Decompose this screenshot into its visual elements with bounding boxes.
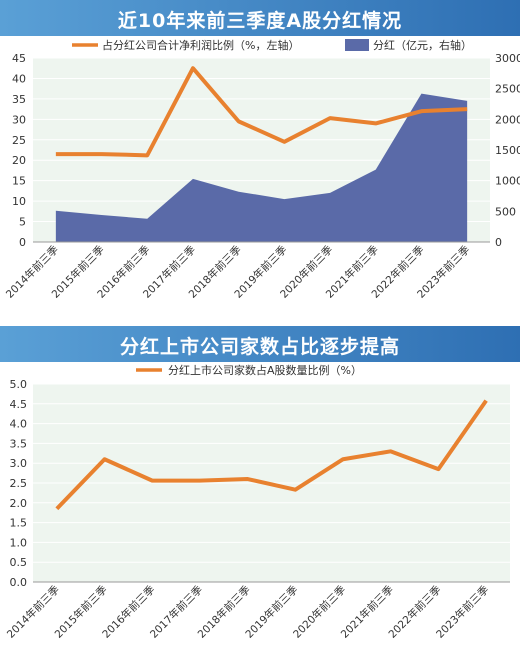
chart1-title-banner: 近10年来前三季度A股分红情况 bbox=[0, 0, 520, 36]
y-right-tick-label: 0 bbox=[495, 236, 502, 249]
y-left-tick-label: 5 bbox=[19, 216, 26, 229]
legend-area-swatch bbox=[345, 39, 369, 51]
chart1: 占分红公司合计净利润比例（%，左轴） 分红（亿元，右轴） 0 5 10 15 20 25 30 3… bbox=[3, 38, 520, 301]
y-tick-label: 1.0 bbox=[10, 536, 28, 549]
legend-label-area: 分红（亿元，右轴） bbox=[373, 38, 472, 52]
y-left-tick-label: 25 bbox=[12, 134, 26, 147]
y-tick-label: 5.0 bbox=[10, 378, 28, 391]
y-left-tick-label: 10 bbox=[12, 195, 26, 208]
chart2: 分红上市公司家数占A股数量比例（%） 0.0 0.5 1.0 1.5 2.0 2.5 3.0 3… bbox=[4, 363, 510, 641]
y-right-tick-label: 2000 bbox=[495, 113, 520, 126]
y-tick-label: 0.5 bbox=[10, 556, 28, 569]
y-right-tick-label: 1000 bbox=[495, 175, 520, 188]
y-tick-label: 3.5 bbox=[10, 437, 28, 450]
y-left-tick-label: 15 bbox=[12, 175, 26, 188]
y-tick-label: 1.5 bbox=[10, 517, 28, 530]
area-series-dividends bbox=[55, 93, 468, 242]
y-right-tick-label: 2500 bbox=[495, 83, 520, 96]
legend-label-line: 占分红公司合计净利润比例（%，左轴） bbox=[102, 38, 299, 52]
y-left-tick-label: 0 bbox=[19, 236, 26, 249]
line-series-payout-ratio bbox=[55, 66, 468, 158]
y-right-tick-label: 1500 bbox=[495, 144, 520, 157]
chart2-title: 分红上市公司家数占比逐步提高 bbox=[119, 336, 400, 358]
y-tick-label: 4.5 bbox=[10, 398, 28, 411]
legend-label-line: 分红上市公司家数占A股数量比例（%） bbox=[168, 363, 362, 377]
y-left-tick-label: 35 bbox=[12, 93, 26, 106]
y-right-tick-label: 500 bbox=[495, 205, 516, 218]
y-tick-label: 0.0 bbox=[10, 576, 28, 589]
y-left-tick-label: 40 bbox=[12, 72, 26, 85]
y-left-tick-label: 30 bbox=[12, 113, 26, 126]
y-left-tick-label: 20 bbox=[12, 154, 26, 167]
y-tick-label: 4.0 bbox=[10, 418, 28, 431]
y-tick-label: 2.0 bbox=[10, 497, 28, 510]
chart2-title-banner: 分红上市公司家数占比逐步提高 bbox=[0, 326, 520, 362]
y-left-tick-label: 45 bbox=[12, 52, 26, 65]
line-series-share bbox=[55, 399, 488, 511]
chart1-title: 近10年来前三季度A股分红情况 bbox=[117, 10, 403, 32]
y-tick-label: 2.5 bbox=[10, 477, 28, 490]
y-tick-label: 3.0 bbox=[10, 457, 28, 470]
y-right-tick-label: 3000 bbox=[495, 52, 520, 65]
